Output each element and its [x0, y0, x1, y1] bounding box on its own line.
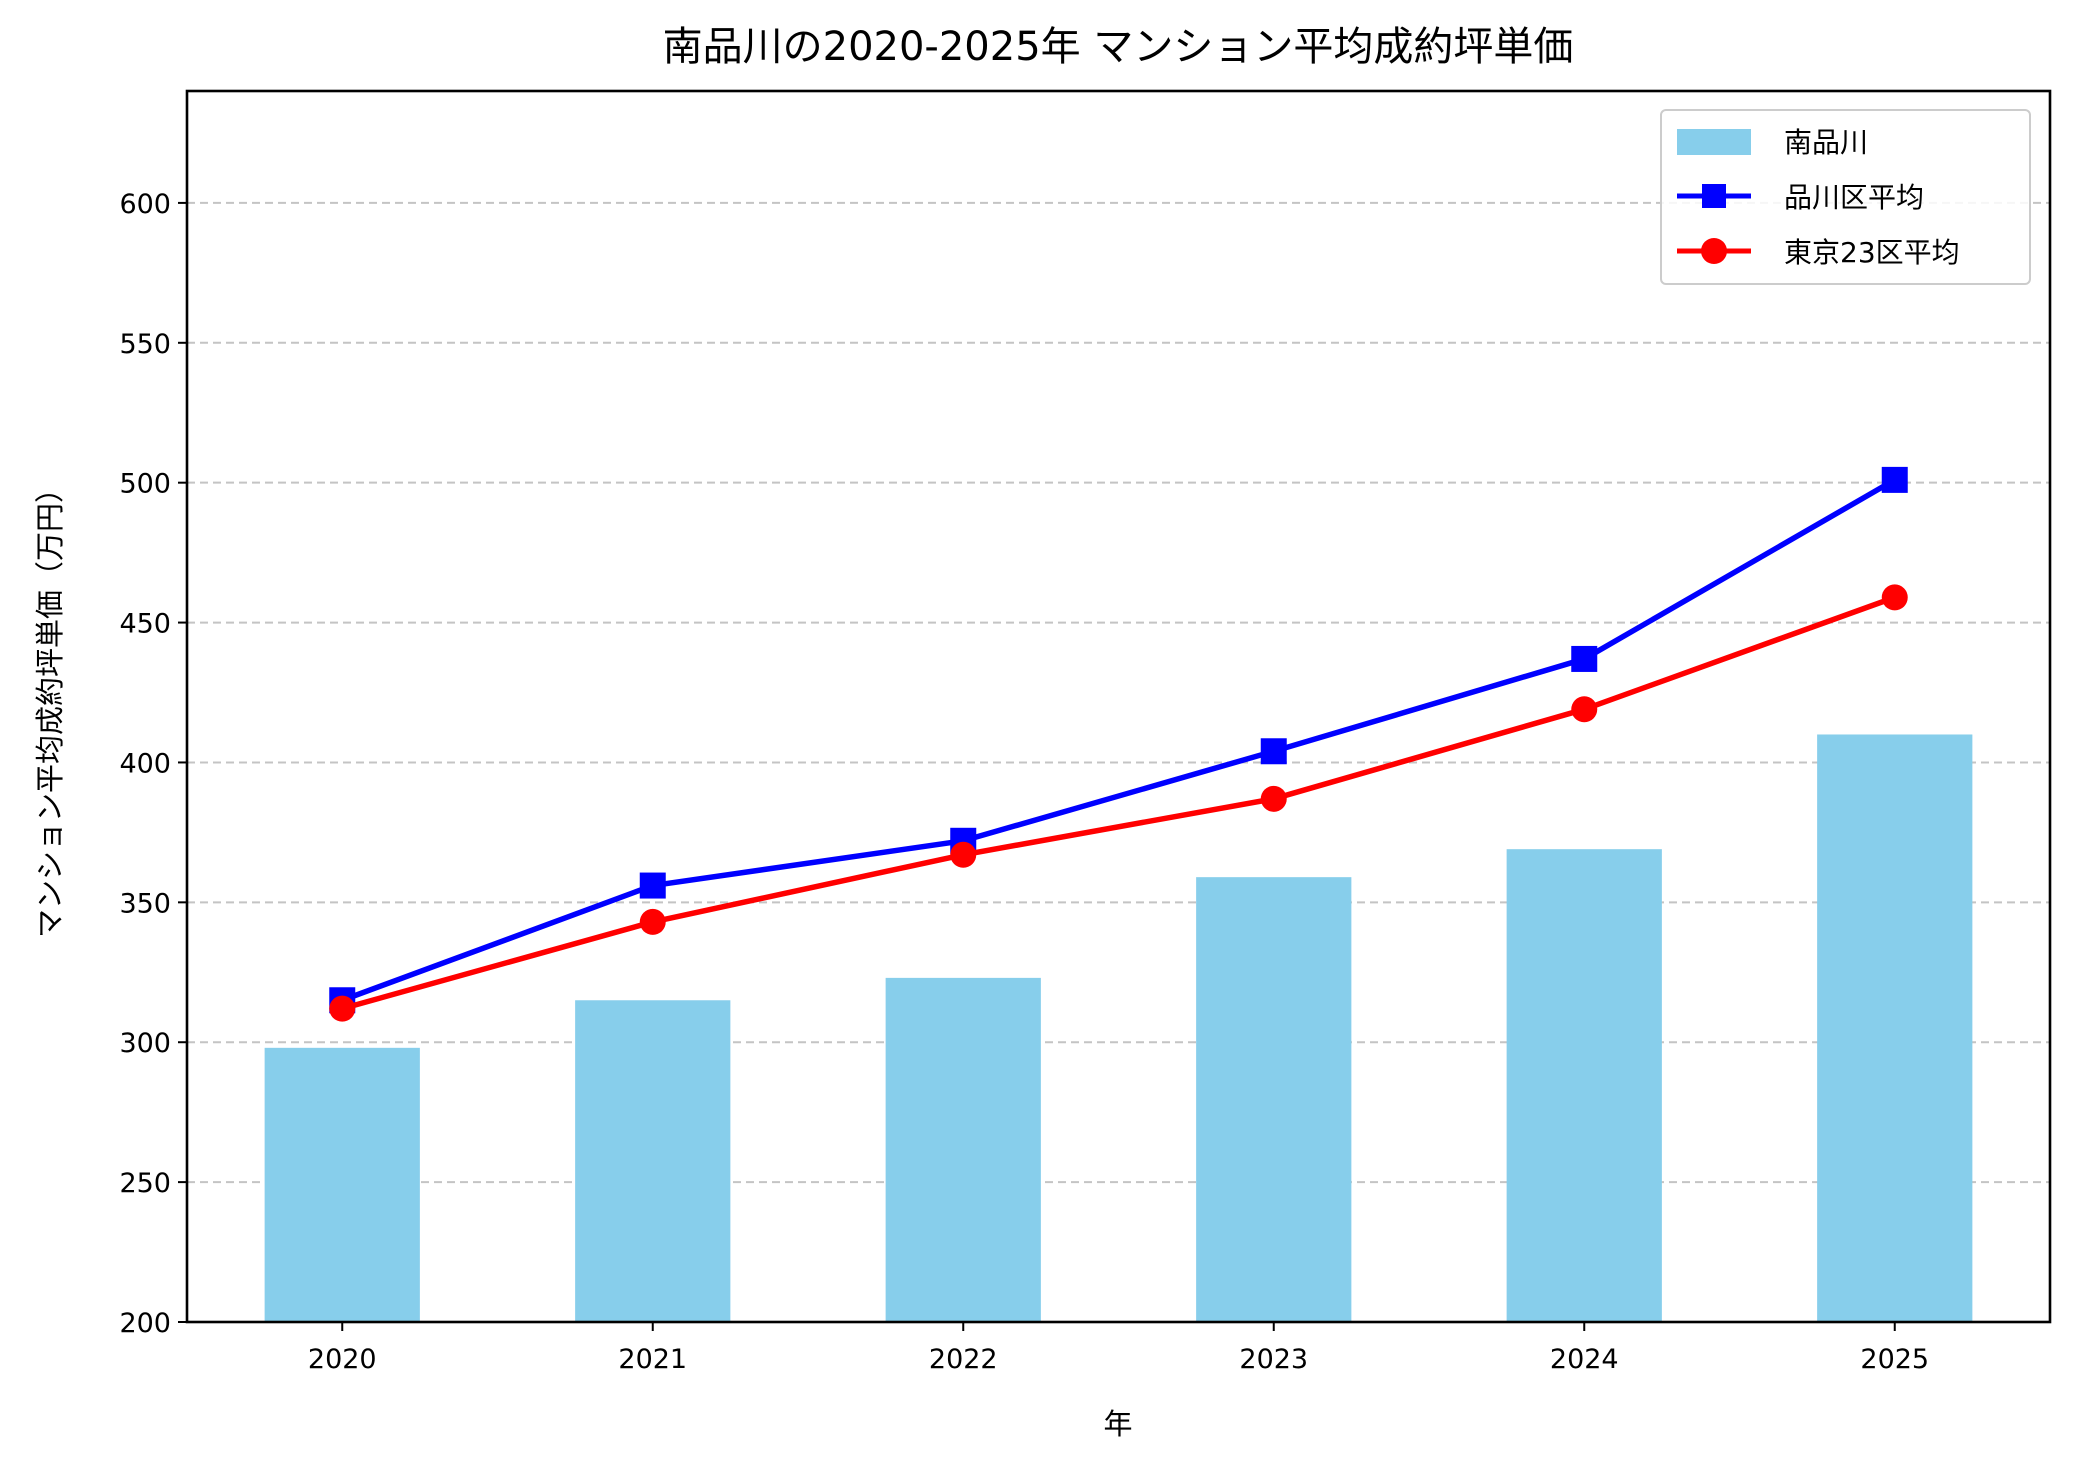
x-axis-label: 年 [1103, 1407, 1132, 1441]
y-axis-label: マンション平均成約坪単価（万円） [33, 474, 67, 938]
x-tick-label: 2024 [1550, 1344, 1619, 1375]
y-tick-label: 550 [119, 329, 171, 360]
lines [329, 466, 1908, 1022]
bars [264, 734, 1973, 1322]
square-marker [1571, 645, 1598, 672]
bar [264, 1047, 420, 1322]
x-tick-label: 2022 [929, 1344, 998, 1375]
y-tick-label: 500 [119, 469, 171, 500]
grid-lines [187, 201, 2050, 1184]
x-axis: 2020 2021 2022 2023 2024 2025 [308, 1322, 1929, 1375]
bar [885, 977, 1041, 1322]
bar [575, 1000, 731, 1322]
circle-marker [639, 908, 666, 935]
y-tick-label: 350 [119, 888, 171, 919]
bar [1506, 849, 1662, 1322]
legend-label-shinagawa-avg: 品川区平均 [1784, 181, 1924, 214]
legend-label-tokyo23-avg: 東京23区平均 [1784, 236, 1960, 269]
legend-label-minamishinagawa: 南品川 [1784, 126, 1868, 159]
circle-marker [1260, 785, 1287, 812]
x-tick-label: 2020 [308, 1344, 377, 1375]
plot-frame [185, 89, 2052, 1324]
series-line [341, 594, 1896, 1012]
y-tick-label: 200 [119, 1308, 171, 1339]
bar [1817, 734, 1973, 1322]
circle-marker [950, 841, 977, 868]
square-marker [1881, 466, 1908, 493]
series-line [341, 477, 1897, 1003]
x-tick-label: 2023 [1239, 1344, 1308, 1375]
y-axis: 200 250 300 350 400 450 500 550 600 [119, 189, 187, 1339]
y-tick-label: 400 [119, 748, 171, 779]
y-tick-label: 250 [119, 1168, 171, 1199]
y-tick-label: 600 [119, 189, 171, 220]
square-marker [639, 872, 666, 899]
legend: 南品川 品川区平均 東京23区平均 [1660, 109, 2031, 285]
y-tick-label: 300 [119, 1028, 171, 1059]
y-tick-label: 450 [119, 609, 171, 640]
x-tick-label: 2025 [1860, 1344, 1929, 1375]
circle-marker [1571, 696, 1598, 723]
circle-marker [1881, 584, 1908, 611]
legend-swatch-bar [1677, 129, 1751, 155]
square-marker [1260, 738, 1287, 765]
circle-marker [329, 995, 356, 1022]
x-tick-label: 2021 [618, 1344, 687, 1375]
chart-title: 南品川の2020-2025年 マンション平均成約坪単価 [663, 24, 1574, 70]
legend-circle-marker-icon [1701, 238, 1727, 264]
bar [1196, 877, 1352, 1322]
legend-frame [1660, 109, 2031, 285]
legend-square-marker-icon [1702, 184, 1726, 208]
